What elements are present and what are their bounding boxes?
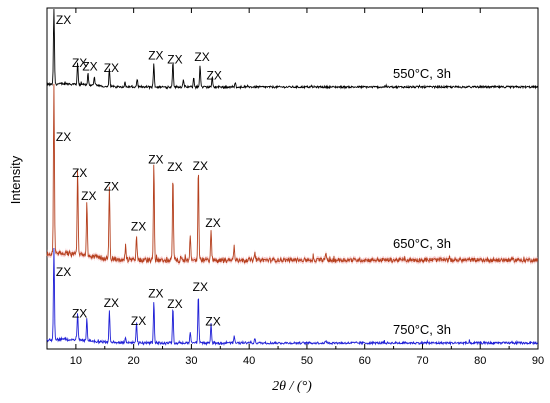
peak-label: ZX xyxy=(72,306,87,320)
series-line-1 xyxy=(46,83,539,264)
x-tick-label: 40 xyxy=(243,355,255,367)
peak-label: ZX xyxy=(81,189,96,203)
peak-label: ZX xyxy=(167,160,182,174)
series-line-2 xyxy=(46,247,539,347)
x-tick-label: 60 xyxy=(359,355,371,367)
peak-label: ZX xyxy=(104,296,119,310)
x-axis-title: 2θ / (°) xyxy=(272,379,312,394)
peak-label: ZX xyxy=(56,13,71,27)
peak-label: ZX xyxy=(167,52,182,66)
series-band-1 xyxy=(47,81,538,266)
peak-label: ZX xyxy=(131,220,146,234)
peak-label: ZX xyxy=(148,49,163,63)
x-tick-label: 20 xyxy=(128,355,140,367)
x-axis-tick-labels: 10 20 30 40 50 60 70 80 90 xyxy=(70,355,544,367)
series-label-2: 750°C, 3h xyxy=(393,322,451,337)
peak-label: ZX xyxy=(148,287,163,301)
peak-label: ZX xyxy=(205,216,220,230)
peak-label: ZX xyxy=(72,166,87,180)
x-tick-label: 90 xyxy=(532,355,544,367)
plot-frame xyxy=(46,7,539,350)
peak-label: ZX xyxy=(194,50,209,64)
peak-label: ZX xyxy=(56,265,71,279)
series-lines xyxy=(46,8,539,347)
peak-label: ZX xyxy=(131,314,146,328)
peak-label: ZX xyxy=(207,69,222,83)
peak-label: ZX xyxy=(193,280,208,294)
peak-label: ZX xyxy=(148,152,163,166)
peak-label: ZX xyxy=(104,61,119,75)
peak-label: ZX xyxy=(72,56,87,70)
peak-label: ZX xyxy=(193,159,208,173)
peak-label: ZX xyxy=(82,60,97,74)
x-tick-label: 10 xyxy=(70,355,82,367)
x-tick-label: 70 xyxy=(416,355,428,367)
peak-label: ZX xyxy=(205,315,220,329)
y-axis-title: Intensity xyxy=(8,155,23,204)
x-tick-label: 80 xyxy=(474,355,486,367)
series-label-1: 650°C, 3h xyxy=(393,236,451,251)
x-tick-label: 30 xyxy=(185,355,197,367)
x-tick-label: 50 xyxy=(301,355,313,367)
series-labels: 550°C, 3h 650°C, 3h 750°C, 3h xyxy=(393,66,451,337)
series-line-0 xyxy=(46,8,538,91)
peak-label: ZX xyxy=(104,180,119,194)
peak-label: ZX xyxy=(56,130,71,144)
peak-label: ZX xyxy=(167,297,182,311)
series-bands xyxy=(47,81,538,266)
x-axis-ticks xyxy=(46,8,539,349)
series-label-0: 550°C, 3h xyxy=(393,66,451,81)
